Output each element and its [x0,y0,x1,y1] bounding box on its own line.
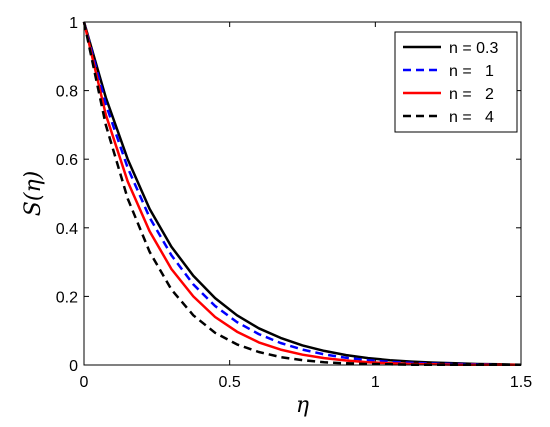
y-tick-label: 0.6 [56,152,78,169]
x-tick-label: 0.5 [219,374,241,391]
x-tick-label: 1 [371,374,380,391]
legend-label-2: n = 1 [449,63,494,80]
x-axis-label: η [296,393,309,418]
legend: n = 0.3 n = 1 n = 2 n = 4 [394,31,518,133]
tick-labels-layer: 0 0.5 1 1.5 0 0.2 0.4 0.6 0.8 1 [56,15,532,391]
series-line-4 [82,21,521,366]
y-axis-label: S(η) [21,171,46,216]
y-tick-label: 0.8 [56,84,78,101]
legend-label-3: n = 2 [449,86,494,103]
legend-label-1: n = 0.3 [449,40,498,57]
ticks-layer [83,21,522,366]
y-tick-label: 0 [69,358,78,375]
x-tick-label: 0 [80,374,89,391]
y-tick-label: 0.4 [56,221,78,238]
legend-box [394,31,518,133]
y-tick-label: 1 [69,15,78,32]
y-tick-label: 0.2 [56,289,78,306]
plot-area-frame [83,21,522,366]
x-tick-label: 1.5 [510,374,532,391]
legend-label-4: n = 4 [449,109,494,126]
